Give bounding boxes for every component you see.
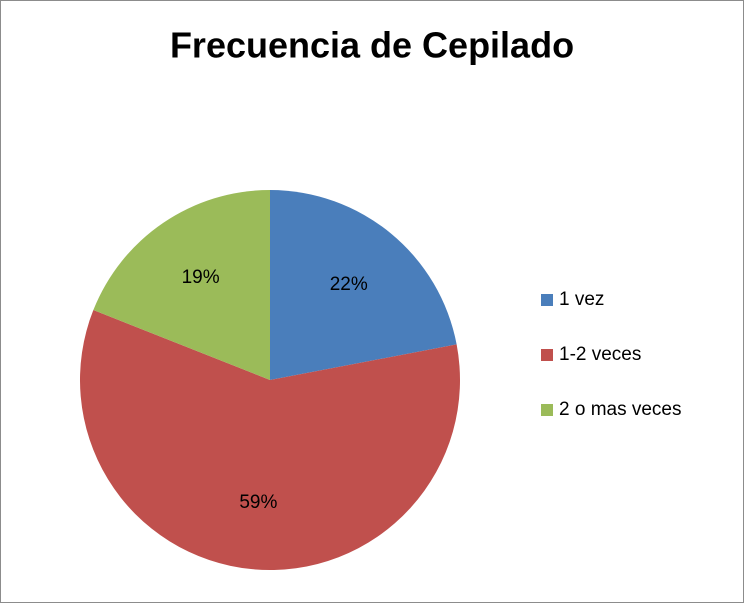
data-label: 22% — [330, 274, 368, 295]
data-label: 59% — [239, 492, 277, 513]
data-label: 19% — [182, 267, 220, 288]
pie-slice — [80, 310, 461, 570]
legend-label: 2 o mas veces — [559, 399, 682, 420]
legend-label: 1 vez — [559, 289, 604, 310]
legend-swatch — [541, 404, 553, 416]
legend-label: 1-2 veces — [559, 344, 641, 365]
pie-slice — [270, 190, 457, 380]
chart-title: Frecuencia de Cepilado — [170, 25, 574, 66]
legend-swatch — [541, 294, 553, 306]
legend-swatch — [541, 349, 553, 361]
pie-slice — [93, 190, 270, 380]
